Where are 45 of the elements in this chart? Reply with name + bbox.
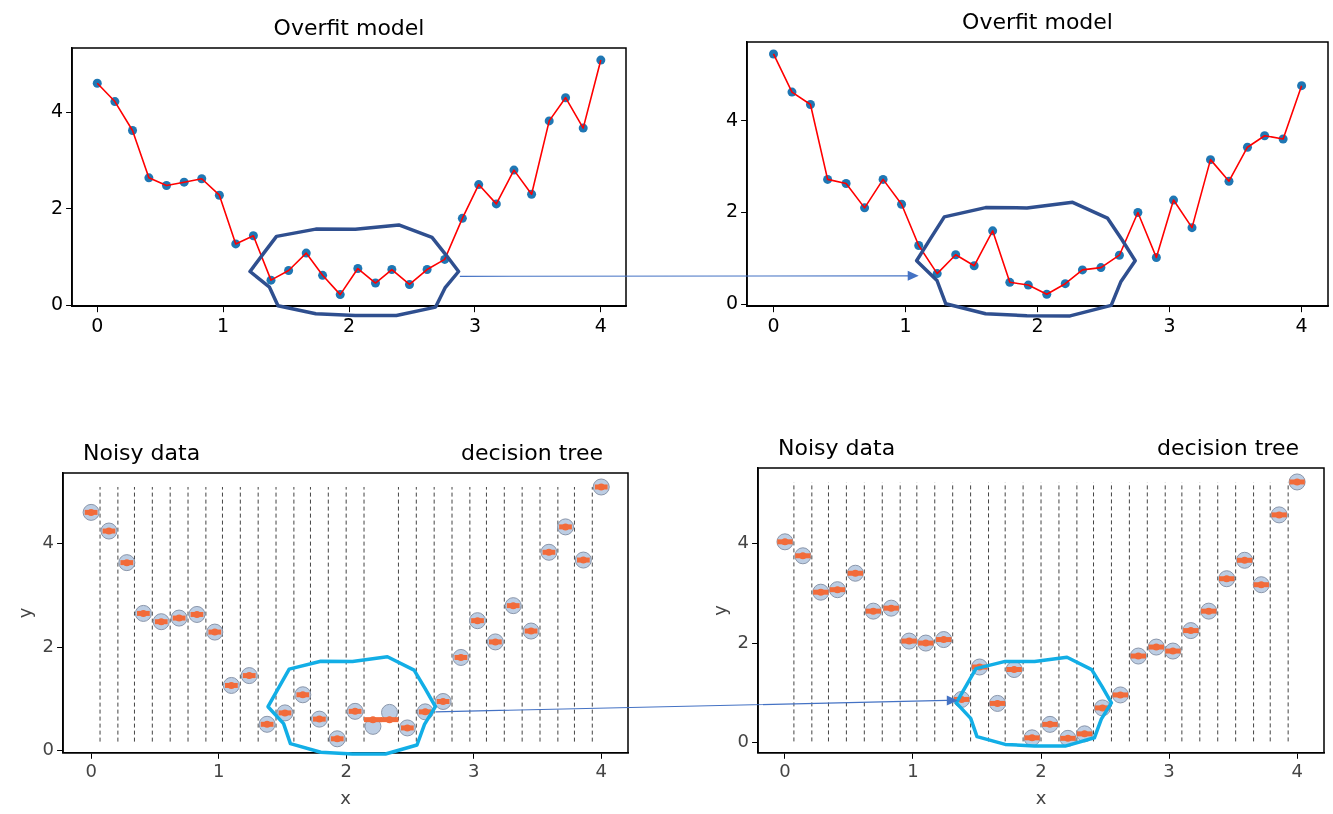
y-tick-label: 4 — [725, 107, 739, 130]
x-tick-label: 1 — [212, 760, 225, 782]
point — [1297, 81, 1307, 91]
x-axis-title: x — [340, 786, 352, 808]
x-tick-label: 4 — [594, 313, 607, 336]
point — [369, 716, 377, 724]
x-tick-label: 4 — [595, 760, 607, 782]
x-tick-label: 2 — [1031, 313, 1044, 336]
y-tick-label: 4 — [42, 531, 55, 553]
x-tick-label: 3 — [1163, 313, 1176, 336]
x-tick-label: 3 — [467, 760, 480, 782]
x-tick-label: 3 — [1163, 760, 1175, 782]
x-tick-label: 0 — [779, 760, 791, 782]
y-tick-label: 0 — [725, 291, 739, 314]
y-tick-label: 0 — [50, 292, 64, 315]
y-tick-label: 2 — [42, 634, 55, 656]
chart-title: Noisy data — [778, 434, 896, 460]
x-tick-label: 2 — [343, 313, 356, 336]
y-tick-label: 4 — [50, 99, 64, 122]
y-tick-label: 2 — [737, 630, 750, 652]
x-tick-label: 4 — [1295, 313, 1308, 336]
chart-title: Overfit model — [962, 8, 1113, 34]
x-tick-label: 1 — [899, 313, 912, 336]
x-tick-label: 2 — [340, 760, 352, 782]
y-tick-label: 4 — [737, 530, 750, 552]
x-axis-title: x — [1035, 786, 1047, 808]
chart-title: Noisy data — [83, 439, 201, 465]
x-tick-label: 0 — [91, 313, 104, 336]
y-tick-label: 0 — [42, 738, 55, 760]
y-axis-title: y — [14, 607, 36, 619]
y-tick-label: 2 — [50, 195, 64, 218]
x-tick-label: 4 — [1291, 760, 1303, 782]
chart-subtitle: decision tree — [1157, 434, 1299, 460]
x-tick-label: 1 — [907, 760, 919, 782]
x-tick-label: 1 — [217, 313, 230, 336]
point — [386, 716, 394, 724]
x-tick-label: 0 — [85, 760, 97, 782]
y-axis-title: y — [709, 604, 731, 616]
x-tick-label: 3 — [468, 313, 481, 336]
chart-title: Overfit model — [273, 14, 425, 40]
chart-subtitle: decision tree — [461, 439, 603, 465]
x-tick-label: 0 — [767, 313, 780, 336]
x-tick-label: 2 — [1035, 760, 1047, 782]
y-tick-label: 0 — [737, 730, 750, 752]
y-tick-label: 2 — [725, 199, 739, 222]
